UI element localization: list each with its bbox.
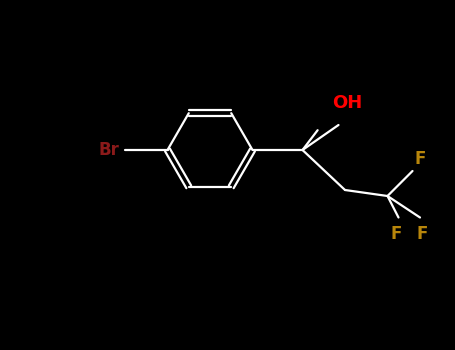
Text: F: F (415, 150, 426, 168)
Text: F: F (390, 225, 402, 243)
Text: OH: OH (333, 93, 363, 112)
Text: Br: Br (98, 141, 119, 159)
Text: F: F (417, 225, 428, 243)
